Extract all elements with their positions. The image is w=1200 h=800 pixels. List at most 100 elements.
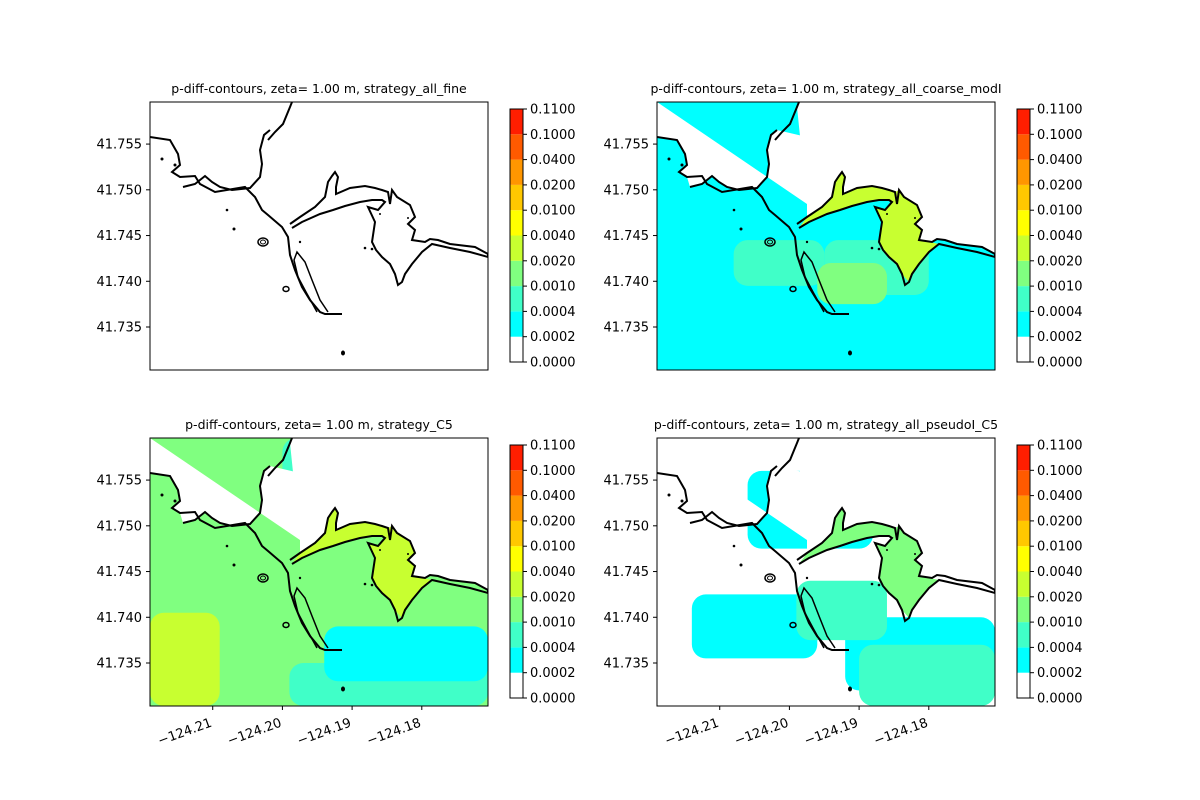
colorbar-segment [1017, 159, 1030, 185]
colorbar-segment [510, 622, 523, 648]
y-tick-label: 41.740 [604, 611, 650, 626]
y-tick-label: 41.740 [97, 275, 143, 290]
colorbar-tick-label: 0.0020 [1037, 590, 1083, 605]
colorbar-tick-label: 0.0040 [530, 565, 576, 580]
colorbar-segment [510, 546, 523, 572]
colorbar-tick-label: 0.0010 [530, 616, 576, 631]
colorbar-tick-label: 0.0100 [1037, 540, 1083, 555]
x-tick-label: −124.21 [663, 716, 721, 749]
colorbar-segment [510, 520, 523, 547]
colorbar-tick-label: 0.0200 [1037, 178, 1083, 193]
land-mask [290, 102, 488, 254]
colorbar-tick-label: 0.0040 [1037, 229, 1083, 244]
x-tick-label: −124.19 [295, 716, 353, 749]
colorbar-segment [510, 445, 523, 471]
colorbar-segment [1017, 622, 1030, 648]
plot-area-4 [657, 438, 995, 706]
panel-2: p-diff-contours, zeta= 1.00 m, strategy_… [604, 81, 1083, 371]
colorbar-segment [1017, 210, 1030, 236]
bay-field [799, 508, 939, 618]
contour-region [859, 644, 995, 706]
y-tick-label: 41.735 [604, 321, 650, 336]
colorbar-tick-label: 0.0010 [530, 280, 576, 295]
colorbar-segment [1017, 260, 1030, 287]
colorbar-tick-label: 0.0400 [1037, 489, 1083, 504]
colorbar-segment [510, 159, 523, 185]
panel-3: p-diff-contours, zeta= 1.00 m, strategy_… [97, 417, 576, 749]
colorbar-4: 0.0000 0.0002 0.0004 0.0010 0.0020 0.0040 0.01… [1016, 439, 1083, 707]
colorbar-tick-label: 0.0200 [1037, 514, 1083, 529]
colorbar-tick-label: 0.1000 [1037, 464, 1083, 479]
colorbar-segment [1017, 286, 1030, 312]
land-mask [657, 438, 807, 540]
bay-field [292, 508, 432, 618]
y-tick-label: 41.755 [604, 474, 650, 489]
colorbar-tick-label: 0.0002 [530, 666, 576, 681]
colorbar-tick-label: 0.0004 [1037, 305, 1083, 320]
colorbar-segment [1017, 134, 1030, 160]
contour-region [817, 262, 887, 305]
colorbar-tick-label: 0.1000 [530, 128, 576, 143]
colorbar-2: 0.0000 0.0002 0.0004 0.0010 0.0020 0.0040 0.01… [1016, 103, 1083, 371]
contour-region [691, 594, 818, 659]
colorbar-segment [510, 647, 523, 673]
plot-area-1 [150, 102, 488, 370]
bay-field [799, 172, 939, 282]
colorbar-segment [510, 470, 523, 496]
colorbar-tick-label: 0.0000 [1037, 356, 1083, 371]
colorbar-tick-label: 0.0400 [1037, 153, 1083, 168]
colorbar-tick-label: 0.0010 [1037, 280, 1083, 295]
colorbar-segment [510, 495, 523, 521]
colorbar-segment [1017, 109, 1030, 135]
colorbar-tick-label: 0.1000 [530, 464, 576, 479]
colorbar-tick-label: 0.1100 [1037, 439, 1083, 454]
colorbar-3: 0.0000 0.0002 0.0004 0.0010 0.0020 0.0040 0.01… [509, 439, 576, 707]
colorbar-tick-label: 0.0000 [1037, 692, 1083, 707]
contour-region [845, 317, 995, 370]
y-tick-label: 41.755 [604, 138, 650, 153]
colorbar-tick-label: 0.0040 [530, 229, 576, 244]
colorbar-tick-label: 0.0004 [530, 641, 576, 656]
colorbar-segment [510, 235, 523, 261]
colorbar-segment [510, 286, 523, 312]
y-tick-label: 41.750 [97, 183, 143, 198]
colorbar-tick-label: 0.0200 [530, 514, 576, 529]
y-tick-label: 41.745 [604, 565, 650, 580]
colorbar-segment [510, 260, 523, 287]
land-mask [797, 438, 995, 590]
colorbar-segment [510, 672, 523, 698]
land-mask [797, 102, 995, 254]
y-tick-label: 41.755 [97, 474, 143, 489]
colorbar-segment [510, 336, 523, 362]
chart-title: p-diff-contours, zeta= 1.00 m, strategy_… [185, 417, 453, 432]
panel-1: p-diff-contours, zeta= 1.00 m, strategy_… [97, 81, 576, 371]
colorbar-segment [510, 184, 523, 211]
y-tick-label: 41.735 [604, 657, 650, 672]
colorbar-tick-label: 0.1100 [530, 103, 576, 118]
y-tick-label: 41.745 [604, 229, 650, 244]
land-mask [150, 102, 300, 204]
colorbar-tick-label: 0.1000 [1037, 128, 1083, 143]
colorbar-tick-label: 0.0100 [1037, 204, 1083, 219]
colorbar-tick-label: 0.0004 [530, 305, 576, 320]
colorbar-tick-label: 0.0020 [530, 590, 576, 605]
y-tick-label: 41.750 [97, 519, 143, 534]
colorbar-tick-label: 0.0004 [1037, 641, 1083, 656]
chart-title: p-diff-contours, zeta= 1.00 m, strategy_… [654, 417, 998, 432]
colorbar-tick-label: 0.0002 [1037, 666, 1083, 681]
y-tick-label: 41.745 [97, 565, 143, 580]
colorbar-tick-label: 0.0002 [530, 330, 576, 345]
colorbar-segment [1017, 445, 1030, 471]
panel-4: p-diff-contours, zeta= 1.00 m, strategy_… [604, 417, 1083, 749]
colorbar-segment [510, 311, 523, 337]
colorbar-segment [1017, 571, 1030, 597]
chart-title: p-diff-contours, zeta= 1.00 m, strategy_… [171, 81, 467, 96]
colorbar-segment [1017, 647, 1030, 673]
x-tick-label: −124.18 [365, 716, 423, 749]
y-tick-label: 41.735 [97, 321, 143, 336]
colorbar-segment [1017, 336, 1030, 362]
colorbar-tick-label: 0.0200 [530, 178, 576, 193]
colorbar-tick-label: 0.0000 [530, 356, 576, 371]
colorbar-tick-label: 0.0002 [1037, 330, 1083, 345]
